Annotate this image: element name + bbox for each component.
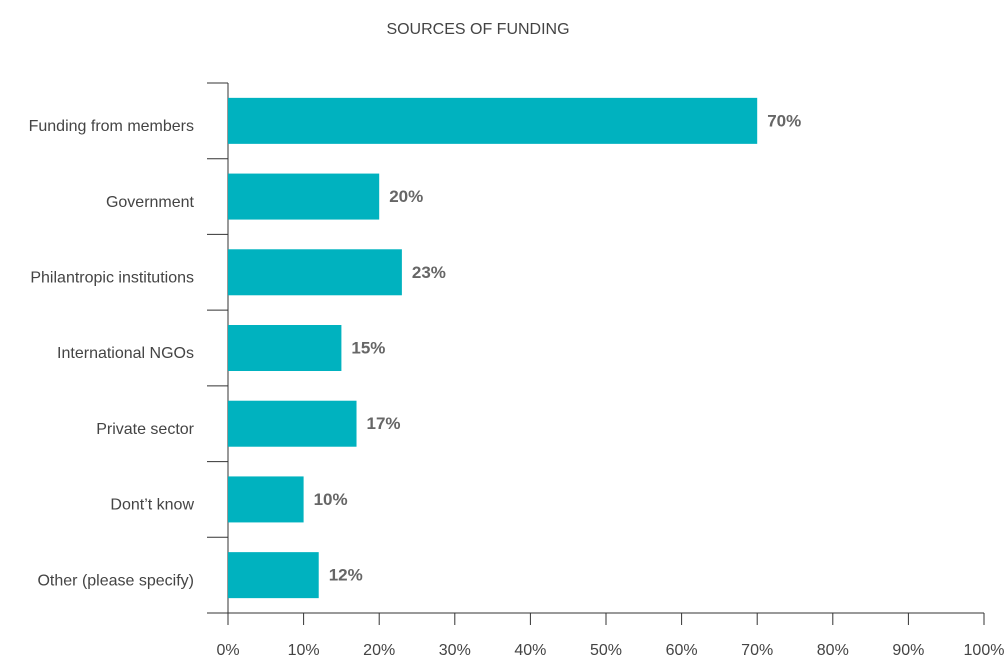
value-label: 23% xyxy=(412,263,446,282)
value-label: 20% xyxy=(389,187,423,206)
x-tick-label: 40% xyxy=(514,642,546,659)
bar xyxy=(228,249,402,296)
x-tick-label: 50% xyxy=(590,642,622,659)
y-tick-label: Private sector xyxy=(96,421,194,438)
bar xyxy=(228,97,758,144)
value-label: 15% xyxy=(351,338,385,357)
value-label: 17% xyxy=(367,414,401,433)
y-tick-label: Funding from members xyxy=(29,118,194,135)
bar xyxy=(228,400,357,447)
x-tick-label: 60% xyxy=(666,642,698,659)
x-tick-label: 30% xyxy=(439,642,471,659)
bar xyxy=(228,552,319,599)
x-tick-label: 70% xyxy=(741,642,773,659)
x-tick-label: 0% xyxy=(216,642,239,659)
value-label: 70% xyxy=(767,111,801,130)
bar xyxy=(228,325,342,371)
y-tick-label: International NGOs xyxy=(57,345,194,362)
chart-title: SOURCES OF FUNDING xyxy=(386,21,569,38)
y-tick-label: Other (please specify) xyxy=(37,572,194,589)
bar xyxy=(228,173,380,220)
y-tick-label: Philantropic institutions xyxy=(30,270,194,287)
value-label: 10% xyxy=(314,490,348,509)
x-tick-label: 10% xyxy=(288,642,320,659)
x-tick-label: 100% xyxy=(964,642,1004,659)
x-tick-label: 80% xyxy=(817,642,849,659)
bar xyxy=(228,476,304,523)
x-tick-label: 90% xyxy=(892,642,924,659)
y-tick-label: Government xyxy=(106,194,195,211)
x-tick-label: 20% xyxy=(363,642,395,659)
value-label: 12% xyxy=(329,566,363,585)
y-tick-label: Dont’t know xyxy=(110,497,194,514)
